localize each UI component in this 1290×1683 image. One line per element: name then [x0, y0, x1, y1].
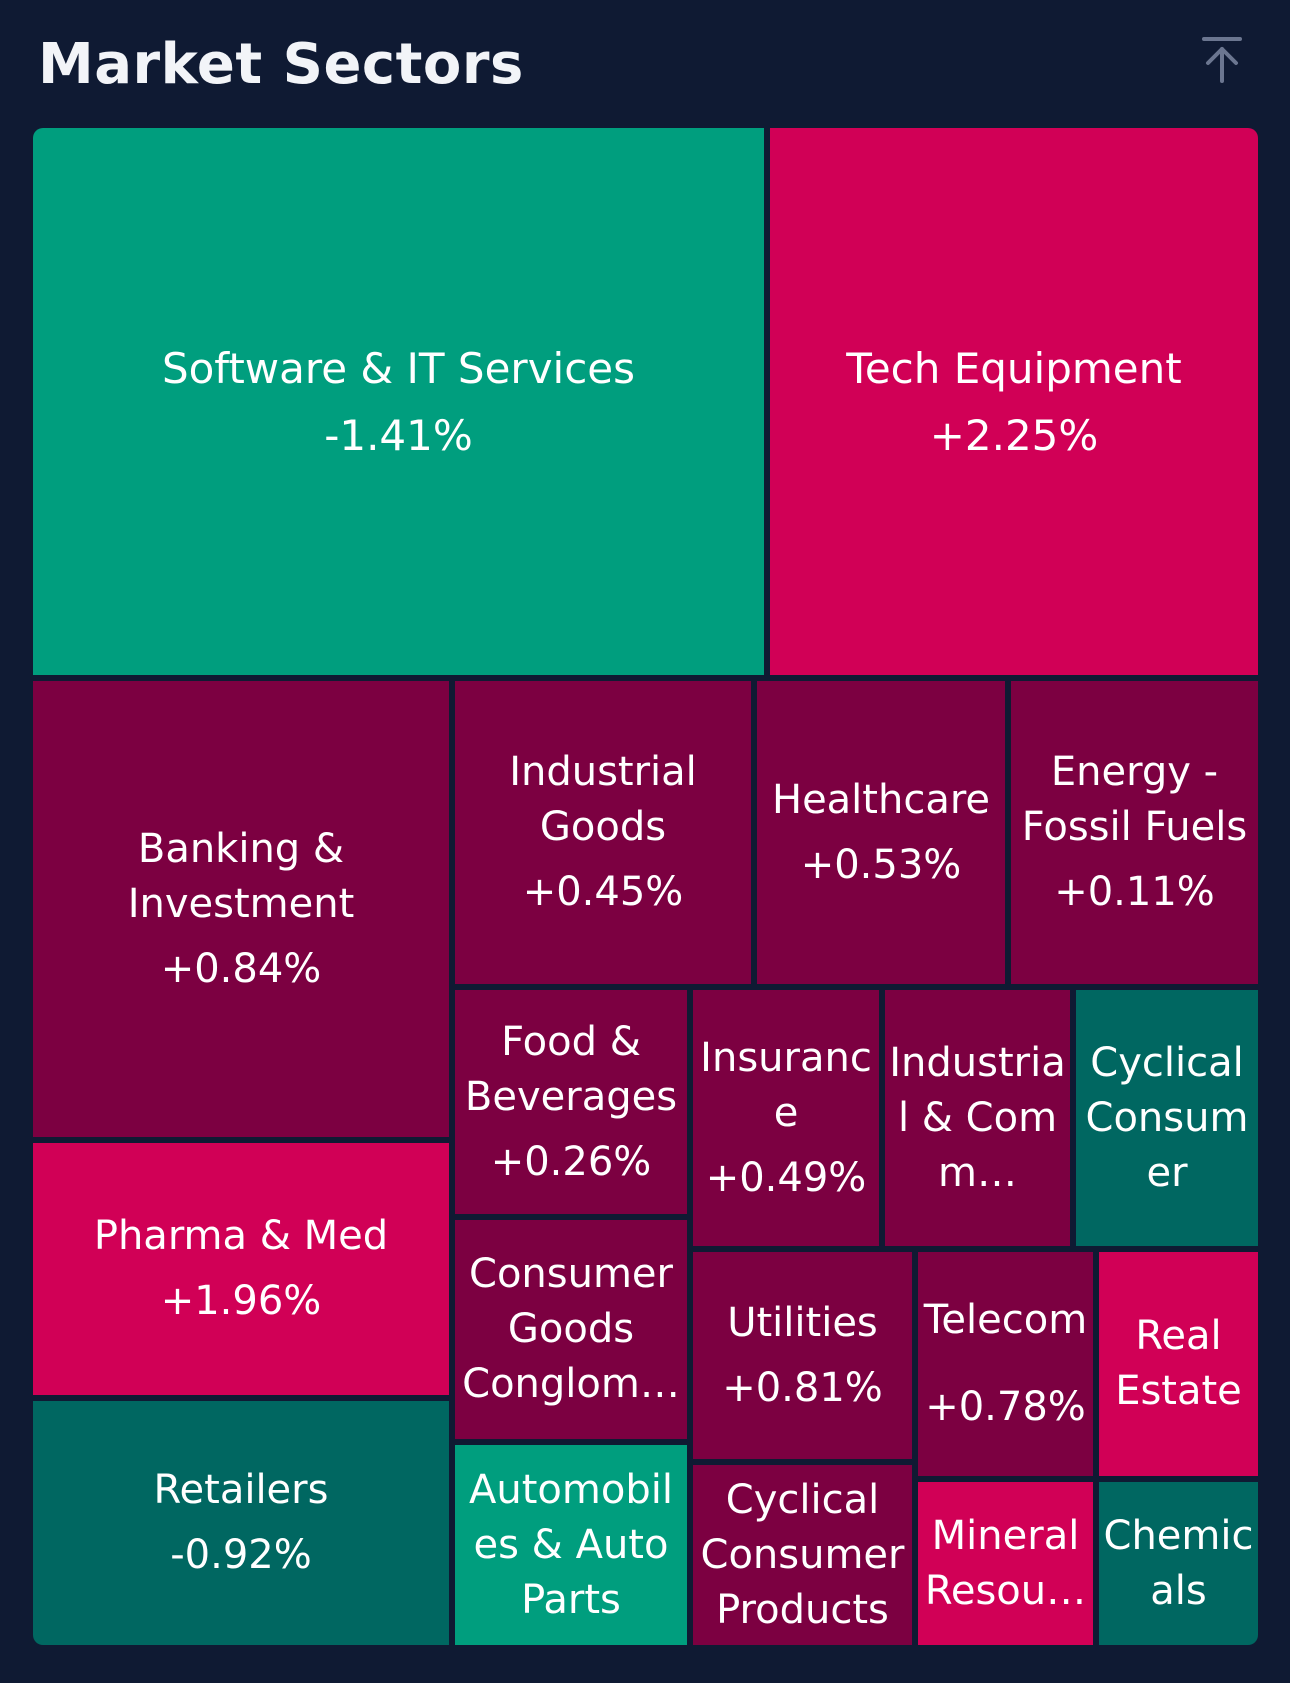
tile-change: +0.81% — [722, 1364, 883, 1411]
tile-label: Cyclical Consumer — [1085, 1039, 1249, 1196]
tile-label: Healthcare — [771, 776, 991, 823]
tile-change: -0.92% — [170, 1532, 312, 1578]
tile-change: +0.49% — [705, 1154, 867, 1201]
tile-chemicals[interactable]: Chemicals — [1099, 1482, 1258, 1645]
tile-energy-fossil-fuels[interactable]: Energy - Fossil Fuels +0.11% — [1011, 681, 1258, 984]
tile-industrial-goods[interactable]: Industrial Goods +0.45% — [455, 681, 751, 984]
tile-label: Retailers — [153, 1467, 329, 1513]
tile-label: Mineral Resou… — [924, 1512, 1087, 1614]
tile-label: Automobiles & Auto Parts — [469, 1466, 673, 1623]
tile-label: Energy - Fossil Fuels — [1021, 749, 1248, 850]
tile-cyclical-consumer-products[interactable]: Cyclical Consumer Products — [693, 1465, 912, 1645]
tile-label: Pharma & Med — [93, 1213, 389, 1259]
tile-retailers[interactable]: Retailers -0.92% — [33, 1401, 449, 1645]
tile-label: Real Estate — [1115, 1313, 1242, 1414]
tile-label: Telecom — [923, 1297, 1088, 1343]
tile-label: Food & Beverages — [464, 1018, 678, 1120]
tile-change: +0.26% — [490, 1138, 652, 1185]
tile-change: +0.53% — [800, 841, 962, 888]
tile-label: Cyclical Consumer Products — [700, 1476, 905, 1633]
tile-food-beverages[interactable]: Food & Beverages +0.26% — [455, 990, 687, 1214]
tile-change: +0.78% — [925, 1384, 1086, 1430]
tile-change: +0.11% — [1054, 869, 1215, 915]
tile-label: Chemicals — [1103, 1512, 1254, 1614]
tile-utilities[interactable]: Utilities +0.81% — [693, 1252, 912, 1459]
tile-insurance[interactable]: Insurance +0.49% — [693, 990, 879, 1246]
tile-label: Tech Equipment — [846, 343, 1182, 393]
tile-change: -1.41% — [324, 410, 473, 460]
tile-label: Banking & Investment — [127, 825, 355, 927]
tile-telecom[interactable]: Telecom +0.78% — [918, 1252, 1093, 1476]
tile-label: Software & IT Services — [161, 343, 636, 393]
arrow-up-to-line-icon — [1202, 37, 1242, 83]
tile-mineral-resources[interactable]: Mineral Resou… — [918, 1482, 1093, 1645]
tile-banking-investment[interactable]: Banking & Investment +0.84% — [33, 681, 449, 1137]
tile-industrial-commercial[interactable]: Industrial & Comm… — [885, 990, 1070, 1246]
tile-label: Utilities — [727, 1299, 878, 1346]
tile-change: +0.45% — [522, 869, 684, 915]
header: Market Sectors — [38, 22, 1252, 102]
page-title: Market Sectors — [38, 32, 524, 97]
tile-pharma-med[interactable]: Pharma & Med +1.96% — [33, 1143, 449, 1395]
tile-label: Insurance — [700, 1034, 872, 1136]
tile-label: Consumer Goods Conglom… — [462, 1251, 680, 1407]
tile-real-estate[interactable]: Real Estate — [1099, 1252, 1258, 1476]
tile-consumer-goods-conglomerates[interactable]: Consumer Goods Conglom… — [455, 1220, 687, 1439]
collapse-button[interactable] — [1192, 30, 1252, 90]
tile-change: +2.25% — [929, 410, 1099, 460]
tile-healthcare[interactable]: Healthcare +0.53% — [757, 681, 1005, 984]
tile-change: +0.84% — [160, 945, 322, 992]
tile-change: +1.96% — [160, 1278, 322, 1324]
sector-treemap: Software & IT Services -1.41% Tech Equip… — [33, 128, 1258, 1645]
tile-cyclical-consumer[interactable]: Cyclical Consumer — [1076, 990, 1258, 1246]
tile-software-it-services[interactable]: Software & IT Services -1.41% — [33, 128, 764, 675]
tile-label: Industrial & Comm… — [889, 1039, 1066, 1196]
tile-label: Industrial Goods — [509, 749, 697, 850]
tile-automobiles-auto-parts[interactable]: Automobiles & Auto Parts — [455, 1445, 687, 1645]
tile-tech-equipment[interactable]: Tech Equipment +2.25% — [770, 128, 1258, 675]
